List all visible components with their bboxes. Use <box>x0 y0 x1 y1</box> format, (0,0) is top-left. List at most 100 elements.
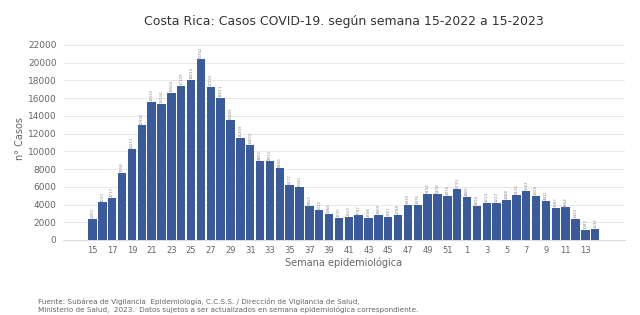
Text: 2623: 2623 <box>347 206 351 216</box>
Text: 4233: 4233 <box>100 192 104 202</box>
Bar <box>502 200 511 240</box>
Text: 2567: 2567 <box>387 207 390 216</box>
Text: 2809: 2809 <box>376 204 380 214</box>
Bar <box>463 197 471 240</box>
Text: 4214: 4214 <box>485 192 489 202</box>
Bar <box>581 230 589 240</box>
Bar <box>167 93 175 240</box>
Bar <box>404 205 412 240</box>
Bar <box>266 161 274 240</box>
Bar <box>305 206 314 240</box>
Text: 15525: 15525 <box>150 89 154 101</box>
Bar <box>532 196 540 240</box>
Text: 2359: 2359 <box>90 208 95 218</box>
Text: 2508: 2508 <box>367 207 371 217</box>
Bar <box>325 214 333 240</box>
Bar <box>276 168 284 240</box>
Bar <box>147 102 156 240</box>
Text: 4737: 4737 <box>110 187 114 197</box>
Text: 7558: 7558 <box>120 162 124 172</box>
Bar <box>453 189 461 240</box>
Bar <box>424 194 432 240</box>
Text: 6020: 6020 <box>298 176 301 186</box>
Bar <box>88 219 97 240</box>
Bar <box>384 217 392 240</box>
Bar <box>552 208 560 240</box>
Text: 3330: 3330 <box>317 200 321 209</box>
Text: 1082: 1082 <box>584 220 588 230</box>
Bar <box>256 161 264 240</box>
Text: 6177: 6177 <box>287 175 292 184</box>
Bar <box>512 195 520 240</box>
Bar <box>246 146 255 240</box>
Bar <box>394 215 403 240</box>
Bar <box>473 206 481 240</box>
Bar <box>444 196 452 240</box>
Title: Costa Rica: Casos COVID-19. según semana 15-2022 a 15-2023: Costa Rica: Casos COVID-19. según semana… <box>144 15 544 28</box>
Text: 5563: 5563 <box>524 180 528 190</box>
Text: 18012: 18012 <box>189 67 193 79</box>
Bar <box>295 186 304 240</box>
Text: 4431: 4431 <box>544 190 548 200</box>
Bar <box>118 173 126 240</box>
Text: 17223: 17223 <box>209 74 213 86</box>
Text: 12925: 12925 <box>140 112 144 124</box>
Bar <box>335 217 343 240</box>
Text: 3664: 3664 <box>564 197 568 207</box>
Bar <box>187 80 195 240</box>
Bar <box>236 138 244 240</box>
Text: 2535: 2535 <box>337 207 341 217</box>
Text: 5191: 5191 <box>426 183 429 193</box>
Text: 4928: 4928 <box>534 186 538 195</box>
Bar <box>108 198 116 240</box>
Text: 13489: 13489 <box>228 107 232 119</box>
Bar <box>433 194 442 240</box>
Text: 4978: 4978 <box>445 185 449 195</box>
Text: 3930: 3930 <box>406 194 410 204</box>
Text: 4223: 4223 <box>495 192 499 202</box>
X-axis label: Semana epidemiológica: Semana epidemiológica <box>285 258 403 268</box>
Text: 2966: 2966 <box>327 203 331 213</box>
Bar <box>572 219 580 240</box>
Text: 8913: 8913 <box>268 150 272 160</box>
Text: 16011: 16011 <box>219 85 223 97</box>
Text: 10672: 10672 <box>248 132 252 145</box>
Bar <box>207 87 215 240</box>
Text: 4865: 4865 <box>465 186 469 196</box>
Bar <box>522 191 531 240</box>
Bar <box>413 205 422 240</box>
Bar <box>561 208 570 240</box>
Bar <box>542 201 550 240</box>
Bar <box>227 120 235 240</box>
Bar <box>196 60 205 240</box>
Bar <box>493 203 501 240</box>
Bar <box>344 217 353 240</box>
Text: 3587: 3587 <box>554 198 558 207</box>
Bar <box>138 125 146 240</box>
Bar <box>483 203 491 240</box>
Text: Fuente: Subárea de Vigilancia  Epidemiología, C.C.S.S. / Dirección de Vigilancia: Fuente: Subárea de Vigilancia Epidemiolo… <box>38 298 419 313</box>
Bar <box>591 229 600 240</box>
Text: 20362: 20362 <box>199 46 203 59</box>
Text: 1231: 1231 <box>593 218 597 228</box>
Bar <box>374 215 383 240</box>
Text: 2420: 2420 <box>573 208 577 218</box>
Bar <box>315 210 323 240</box>
Text: 3976: 3976 <box>416 194 420 204</box>
Text: 11469: 11469 <box>238 125 243 137</box>
Text: 2767: 2767 <box>356 205 361 215</box>
Text: 16564: 16564 <box>170 80 173 92</box>
Text: 3828: 3828 <box>475 195 479 205</box>
Bar <box>364 218 372 240</box>
Bar <box>157 104 166 240</box>
Text: 10213: 10213 <box>130 136 134 149</box>
Text: 8892: 8892 <box>258 150 262 160</box>
Y-axis label: n° Casos: n° Casos <box>15 117 25 159</box>
Text: 5126: 5126 <box>515 184 518 194</box>
Text: 4488: 4488 <box>504 189 509 199</box>
Bar <box>177 86 186 240</box>
Text: 8166: 8166 <box>278 157 282 167</box>
Bar <box>216 98 225 240</box>
Text: 2788: 2788 <box>396 204 400 215</box>
Text: 5158: 5158 <box>436 184 440 193</box>
